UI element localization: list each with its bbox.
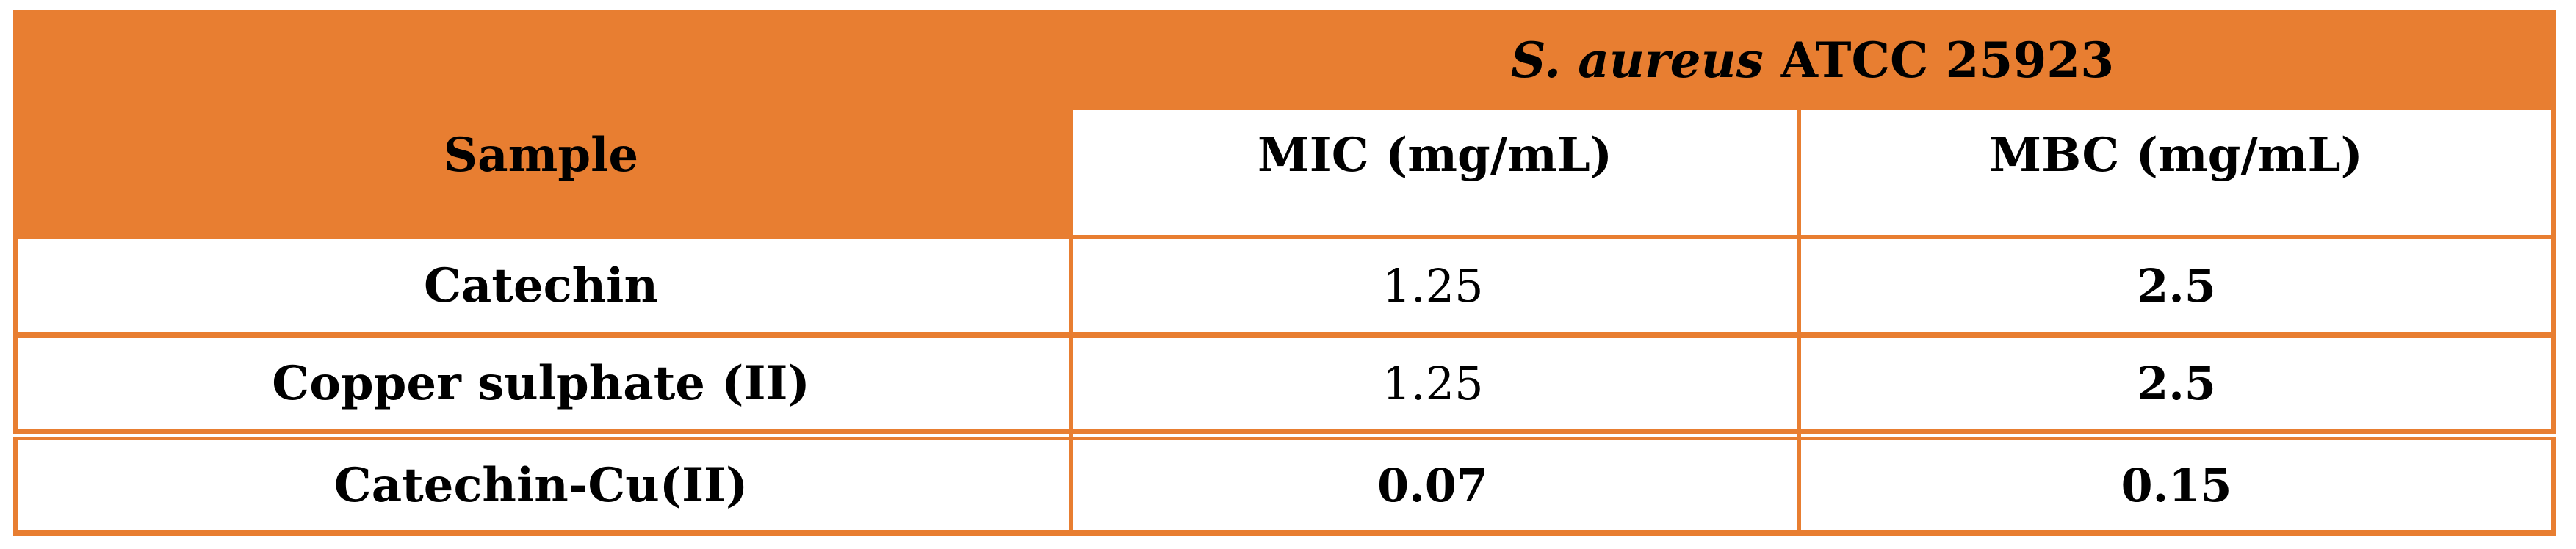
sample-name: Copper sulphate (II) bbox=[272, 355, 810, 411]
strain-header-cell: S. aureus ATCC 25923 bbox=[1069, 10, 2556, 110]
strain-id: ATCC 25923 bbox=[1763, 31, 2115, 89]
mic-value: 1.25 bbox=[1382, 356, 1484, 410]
mbc-value: 2.5 bbox=[2137, 356, 2216, 410]
results-table: S. aureus ATCC 25923 Sample MIC (mg/mL) … bbox=[13, 10, 2556, 536]
table-bottom-border bbox=[13, 530, 2556, 536]
table-left-border bbox=[13, 235, 18, 536]
table-row: Catechin-Cu(II) 0.07 0.15 bbox=[13, 440, 2556, 530]
table-row: Copper sulphate (II) 1.25 2.5 bbox=[13, 338, 2556, 429]
mbc-value: 2.5 bbox=[2137, 259, 2216, 313]
column-divider-2 bbox=[1797, 235, 1801, 536]
sample-name: Catechin-Cu(II) bbox=[333, 457, 748, 513]
column-divider-1 bbox=[1069, 235, 1073, 536]
sample-name: Catechin bbox=[423, 258, 659, 313]
column-header-mbc: MBC (mg/mL) bbox=[1801, 110, 2551, 235]
header-bottom-rule bbox=[13, 235, 2556, 239]
mic-value: 1.25 bbox=[1382, 259, 1484, 313]
double-divider-rule bbox=[13, 429, 2556, 440]
column-header-sample: Sample bbox=[443, 128, 639, 183]
table-body bbox=[13, 235, 2556, 536]
column-header-mic: MIC (mg/mL) bbox=[1073, 110, 1797, 235]
mbc-value: 0.15 bbox=[2121, 458, 2232, 512]
row-divider-rule bbox=[13, 332, 2556, 338]
mic-value: 0.07 bbox=[1377, 458, 1488, 512]
organism-name: S. aureus bbox=[1510, 31, 1764, 89]
table-row: Catechin 1.25 2.5 bbox=[13, 239, 2556, 332]
table-right-border bbox=[2551, 235, 2556, 536]
